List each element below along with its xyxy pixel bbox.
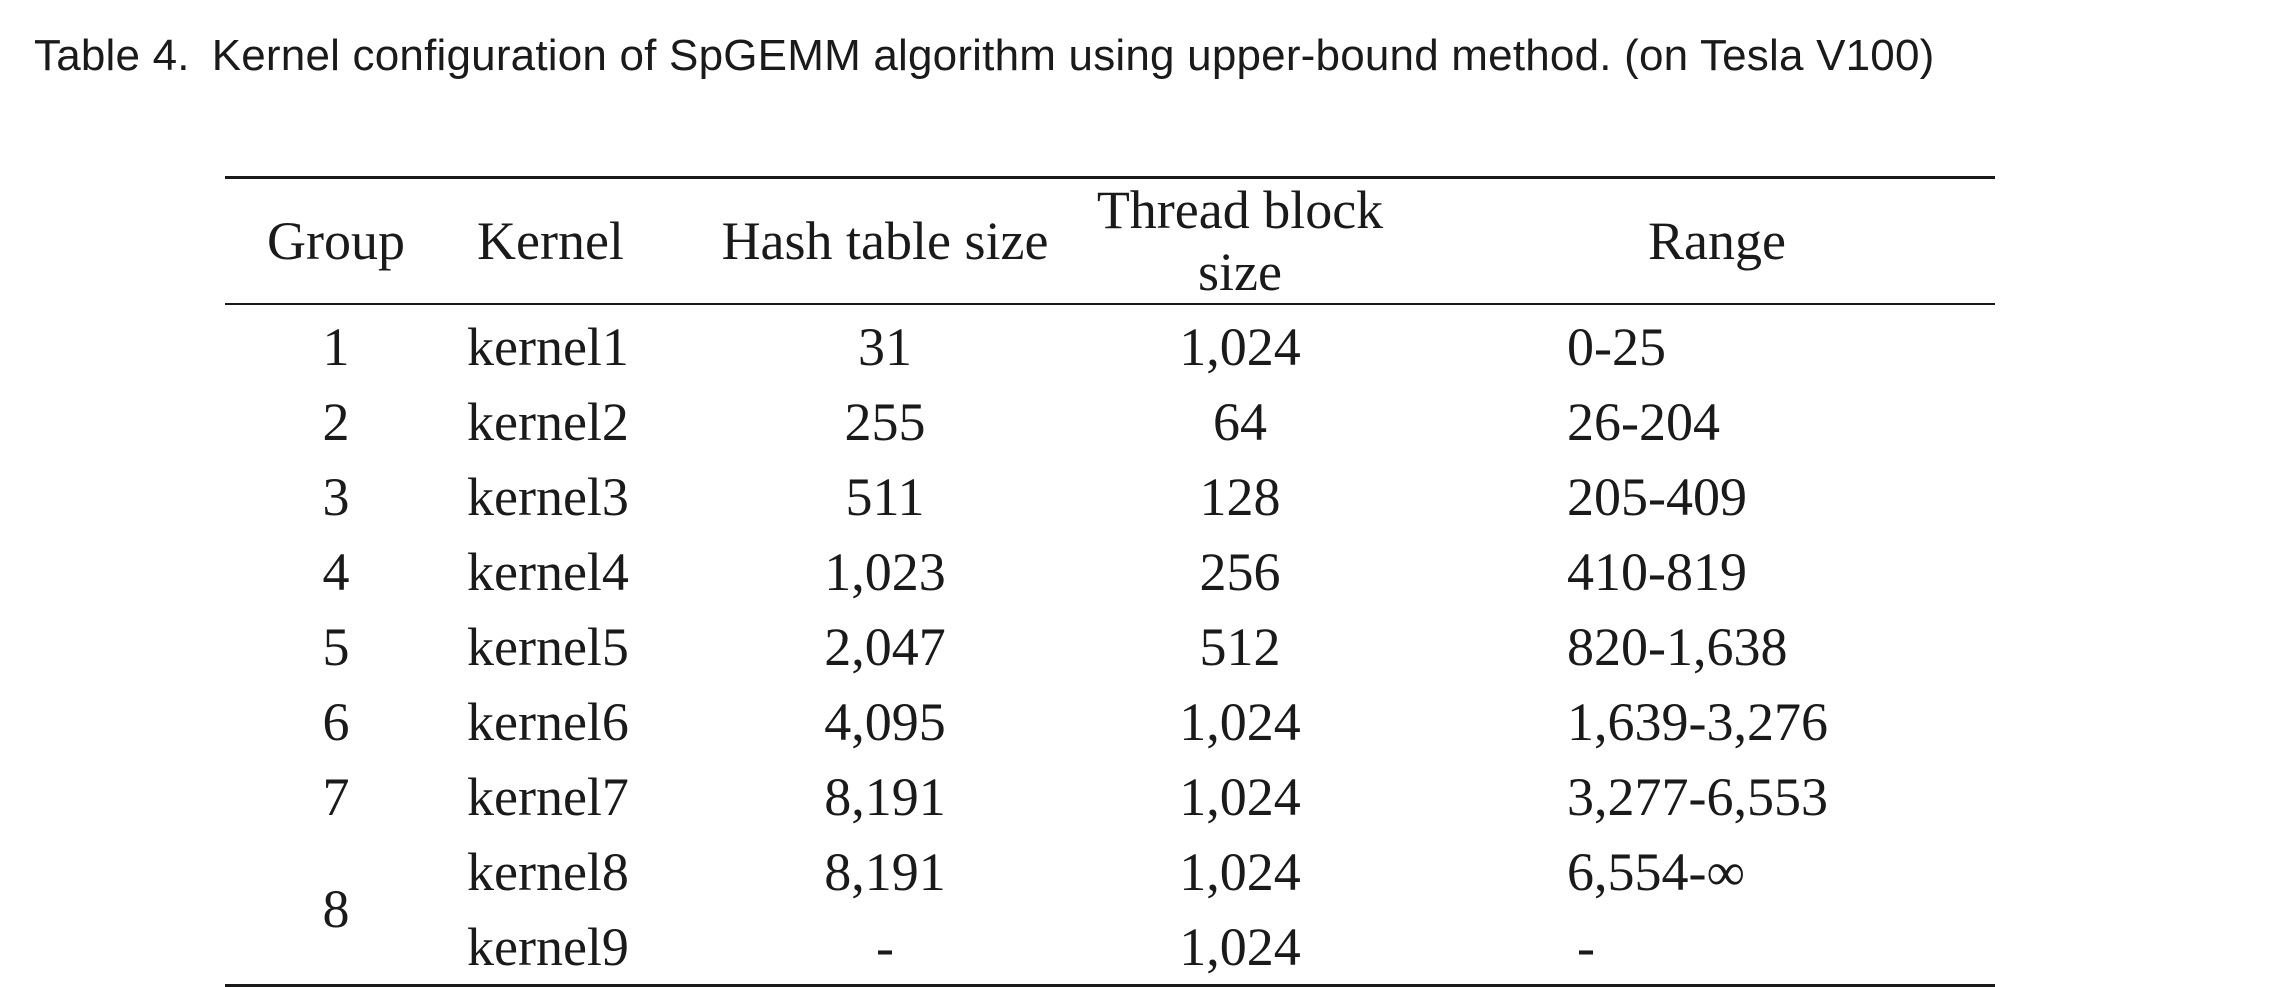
cell-kernel: kernel2 (467, 391, 629, 452)
cell-hash-table-size: 255 (844, 391, 926, 452)
header-thread-block-size: Thread block size (1096, 180, 1384, 302)
header-hash-table-size: Hash table size (721, 211, 1049, 271)
caption-text: Kernel configuration of SpGEMM algorithm… (211, 31, 1935, 80)
header-row: Group Kernel Hash table size Thread bloc… (225, 177, 1995, 304)
cell-group: 6 (322, 691, 350, 752)
cell-group: 4 (322, 541, 350, 602)
cell-hash-table-size: 1,023 (824, 541, 946, 602)
cell-range: 205-409 (1567, 466, 1747, 527)
cell-thread-block-size: 1,024 (1179, 691, 1301, 752)
cell-thread-block-size: 1,024 (1179, 841, 1301, 902)
cell-thread-block-size: 1,024 (1179, 916, 1301, 977)
header-range: Range (1648, 211, 1786, 271)
table-row: kernel9 - 1,024 - (225, 909, 1995, 986)
cell-range: 0-25 (1567, 316, 1666, 377)
table-row: 5 kernel5 2,047 512 820-1,638 (225, 609, 1995, 684)
header-group: Group (267, 211, 405, 271)
cell-range: - (1577, 916, 1595, 977)
cell-kernel: kernel5 (467, 616, 629, 677)
cell-range: 410-819 (1567, 541, 1747, 602)
cell-thread-block-size: 64 (1213, 391, 1267, 452)
cell-range: 26-204 (1567, 391, 1720, 452)
cell-hash-table-size: 8,191 (824, 766, 946, 827)
kernel-config-table: Group Kernel Hash table size Thread bloc… (225, 176, 1995, 987)
cell-group: 3 (322, 466, 350, 527)
header-kernel: Kernel (477, 211, 624, 271)
cell-group: 5 (322, 616, 350, 677)
table-row: 3 kernel3 511 128 205-409 (225, 459, 1995, 534)
cell-range: 820-1,638 (1567, 616, 1788, 677)
cell-hash-table-size: 511 (845, 466, 925, 527)
cell-group: 7 (322, 766, 350, 827)
cell-kernel: kernel9 (467, 916, 629, 977)
table-row: 8 kernel8 8,191 1,024 6,554-∞ (225, 834, 1995, 940)
table-row: 4 kernel4 1,023 256 410-819 (225, 534, 1995, 609)
table-row: 1 kernel1 31 1,024 0-25 (225, 304, 1995, 384)
cell-hash-table-size: 2,047 (824, 616, 946, 677)
cell-range: 3,277-6,553 (1567, 766, 1828, 827)
cell-hash-table-size: 31 (858, 316, 912, 377)
cell-kernel: kernel4 (467, 541, 629, 602)
cell-thread-block-size: 1,024 (1179, 766, 1301, 827)
cell-kernel: kernel7 (467, 766, 629, 827)
cell-kernel: kernel8 (467, 841, 629, 902)
table-row: 2 kernel2 255 64 26-204 (225, 384, 1995, 459)
cell-hash-table-size: 4,095 (824, 691, 946, 752)
cell-kernel: kernel6 (467, 691, 629, 752)
cell-range: 6,554-∞ (1567, 841, 1745, 902)
table-caption: Table 4. Kernel configuration of SpGEMM a… (34, 26, 1935, 86)
cell-group: 8 (322, 879, 350, 939)
cell-hash-table-size: - (876, 916, 894, 977)
cell-group: 1 (322, 316, 350, 377)
cell-thread-block-size: 512 (1199, 616, 1281, 677)
cell-range: 1,639-3,276 (1567, 691, 1828, 752)
cell-kernel: kernel1 (467, 316, 629, 377)
table-number: Table 4. (34, 31, 190, 80)
cell-thread-block-size: 128 (1199, 466, 1281, 527)
cell-thread-block-size: 256 (1199, 541, 1281, 602)
table-row: 6 kernel6 4,095 1,024 1,639-3,276 (225, 684, 1995, 759)
cell-thread-block-size: 1,024 (1179, 316, 1301, 377)
table-row: 7 kernel7 8,191 1,024 3,277-6,553 (225, 759, 1995, 834)
cell-hash-table-size: 8,191 (824, 841, 946, 902)
cell-kernel: kernel3 (467, 466, 629, 527)
cell-group: 2 (322, 391, 350, 452)
